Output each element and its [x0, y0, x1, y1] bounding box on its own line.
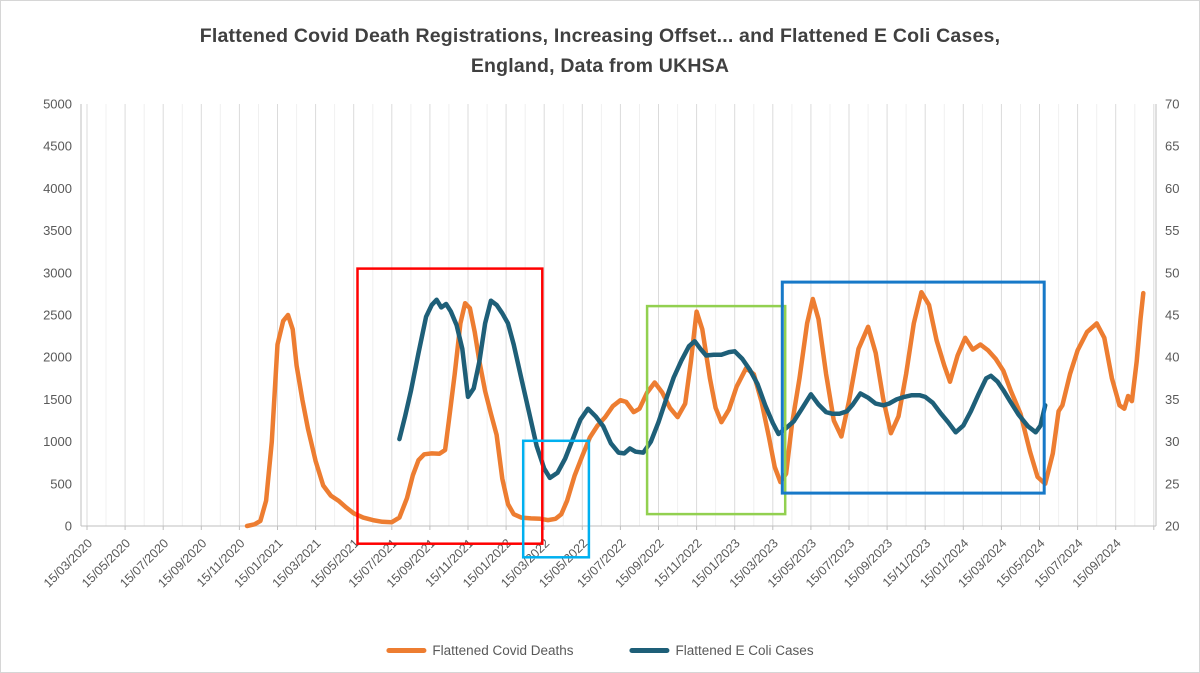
y-left-tick-label: 4000 [43, 181, 72, 196]
y-right-tick-label: 60 [1165, 181, 1179, 196]
y-right-tick-label: 55 [1165, 223, 1179, 238]
ecoli-line-swatch [629, 648, 670, 653]
legend-label-ecoli: Flattened E Coli Cases [675, 643, 814, 658]
chart-legend: Flattened Covid Deaths Flattened E Coli … [386, 643, 814, 658]
y-right-tick-label: 25 [1165, 476, 1179, 491]
red-box [356, 267, 544, 545]
y-right-tick-label: 40 [1165, 350, 1179, 365]
y-left-tick-label: 500 [50, 476, 72, 491]
y-left-tick-label: 2000 [43, 350, 72, 365]
green-box [645, 304, 787, 516]
y-right-tick-label: 50 [1165, 265, 1179, 280]
blue-box [780, 280, 1046, 495]
chart-title: Flattened Covid Death Registrations, Inc… [100, 21, 1100, 81]
covid-line-swatch [386, 648, 427, 653]
series-line-ecoli [397, 297, 1048, 481]
chart-title-line2: England, Data from UKHSA [470, 55, 730, 78]
y-left-tick-label: 3500 [43, 223, 72, 238]
y-right-tick-label: 65 [1165, 139, 1179, 154]
series-line-covid [244, 289, 1146, 529]
y-right-tick-label: 20 [1165, 519, 1179, 534]
y-left-tick-label: 3000 [43, 265, 72, 280]
y-left-tick-label: 0 [65, 519, 72, 534]
legend-item-covid: Flattened Covid Deaths [386, 643, 574, 658]
y-left-tick-label: 5000 [43, 97, 72, 112]
y-left-tick-label: 1500 [43, 392, 72, 407]
cyan-box [521, 439, 591, 559]
y-left-tick-label: 2500 [43, 308, 72, 323]
y-left-tick-label: 4500 [43, 139, 72, 154]
legend-label-covid: Flattened Covid Deaths [432, 643, 574, 658]
chart-title-line1: Flattened Covid Death Registrations, Inc… [199, 25, 1001, 47]
y-right-tick-label: 45 [1165, 308, 1179, 323]
y-right-tick-label: 35 [1165, 392, 1179, 407]
y-right-tick-label: 30 [1165, 434, 1179, 449]
legend-item-ecoli: Flattened E Coli Cases [629, 643, 814, 658]
y-left-tick-label: 1000 [43, 434, 72, 449]
y-right-tick-label: 70 [1165, 97, 1179, 112]
